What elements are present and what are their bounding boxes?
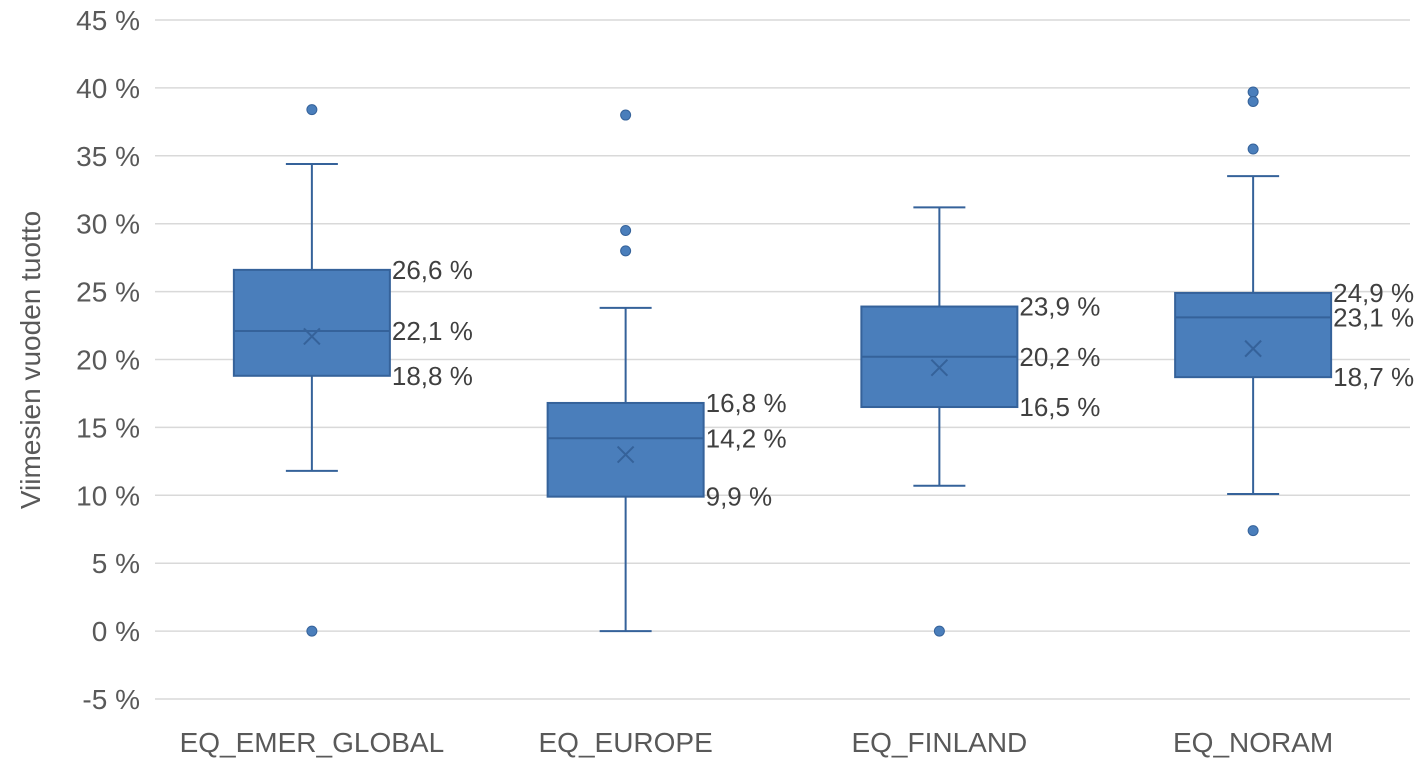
y-tick-label: 40 % [76, 73, 140, 104]
y-tick-label: 5 % [92, 548, 140, 579]
mean-marker [1244, 339, 1262, 358]
data-label-q3: 16,8 % [706, 388, 787, 418]
data-label-median: 14,2 % [706, 423, 787, 453]
outlier-point [620, 245, 632, 257]
data-label-q3: 24,9 % [1333, 278, 1414, 308]
mean-marker [616, 445, 635, 464]
y-tick-label: 10 % [76, 480, 140, 511]
box-eq-emer-global: 26,6 % 22,1 % 18,8 % [232, 104, 473, 637]
y-axis-ticks: -5 % 0 % 5 % 10 % 15 % 20 % 25 % 30 % 35 % 40 % 45… [76, 5, 140, 715]
data-label-q1: 18,8 % [392, 361, 473, 391]
x-category-label: EQ_NORAM [1173, 727, 1333, 758]
y-tick-label: 20 % [76, 345, 140, 376]
outlier-point [933, 625, 945, 637]
data-label-median: 23,1 % [1333, 302, 1414, 332]
data-label-median: 20,2 % [1019, 342, 1100, 372]
y-tick-label: 30 % [76, 209, 140, 240]
y-tick-label: -5 % [82, 684, 140, 715]
mean-marker [303, 327, 321, 346]
data-label-q1: 16,5 % [1019, 392, 1100, 422]
outlier-point [620, 224, 632, 236]
outlier-point [620, 109, 632, 121]
x-category-label: EQ_EUROPE [538, 727, 712, 758]
y-tick-label: 15 % [76, 412, 140, 443]
x-category-label: EQ_FINLAND [851, 727, 1027, 758]
data-label-q1: 18,7 % [1333, 362, 1414, 392]
y-tick-label: 45 % [76, 5, 140, 36]
y-tick-label: 35 % [76, 141, 140, 172]
data-label-median: 22,1 % [392, 316, 473, 346]
data-label-q3: 26,6 % [392, 255, 473, 285]
y-axis-label: Viimesien vuoden tuotto [15, 211, 46, 509]
iqr-box [1174, 291, 1333, 379]
iqr-box [546, 401, 705, 498]
outlier-point [1247, 86, 1259, 98]
y-tick-label: 25 % [76, 277, 140, 308]
y-tick-label: 0 % [92, 616, 140, 647]
box-eq-europe: 16,8 % 14,2 % 9,9 % [546, 109, 787, 633]
outlier-point [306, 104, 318, 116]
boxes: 26,6 % 22,1 % 18,8 % 16,8 % 14,2 % 9,9 % 23,9 … [232, 86, 1414, 637]
x-axis-categories: EQ_EMER_GLOBAL EQ_EUROPE EQ_FINLAND EQ_NORA… [180, 727, 1334, 758]
mean-marker [930, 358, 949, 377]
outlier-point [1247, 95, 1259, 107]
x-category-label: EQ_EMER_GLOBAL [180, 727, 445, 758]
data-label-q1: 9,9 % [706, 482, 773, 512]
outlier-point [1247, 143, 1259, 155]
box-eq-noram: 24,9 %23,1 % 18,7 % [1174, 86, 1414, 537]
box-eq-finland: 23,9 % 20,2 % 16,5 % [860, 206, 1100, 637]
outlier-point [306, 625, 318, 637]
outlier-point [1247, 525, 1259, 537]
iqr-box [232, 268, 391, 377]
data-label-q3: 23,9 % [1019, 292, 1100, 322]
